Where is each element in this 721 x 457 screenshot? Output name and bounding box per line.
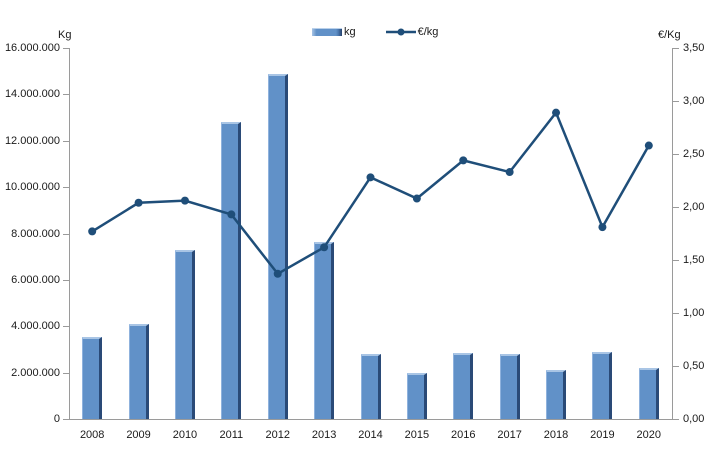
bar-2018 (546, 370, 567, 419)
y-axis-left-tick-label: 10.000.000 (4, 181, 60, 194)
y-axis-left-tick-label: 16.000.000 (4, 42, 60, 54)
line-point-2016 (459, 156, 468, 165)
legend-item-eur-per-kg: €/kg (385, 26, 439, 38)
y-axis-right-tick (673, 48, 679, 49)
bar-2016 (453, 352, 474, 419)
bar-2014 (360, 354, 381, 419)
line-series-swatch-icon (385, 28, 416, 36)
y-axis-right-tick (673, 101, 679, 102)
y-axis-left (69, 48, 70, 419)
y-axis-left-tick-label: 0 (53, 413, 60, 425)
y-axis-left-tick (63, 94, 69, 96)
y-axis-left-tick-label: 2.000.000 (11, 366, 60, 379)
x-axis-label-2013: 2013 (311, 429, 337, 441)
x-axis-label-2009: 2009 (126, 429, 151, 441)
x-axis-label-2011: 2011 (219, 429, 244, 441)
y-axis-left-tick-label: 4.000.000 (11, 320, 60, 333)
y-axis-right-tick-label: 3,50 (683, 42, 705, 54)
y-axis-left-tick (63, 326, 69, 328)
x-axis-label-2016: 2016 (451, 429, 476, 441)
y-axis-right (672, 48, 673, 419)
y-axis-right-tick (673, 419, 679, 420)
legend-label-eur-per-kg: €/kg (417, 26, 439, 38)
x-axis-label-2010: 2010 (172, 429, 198, 441)
y-axis-left-tick-label: 14.000.000 (4, 88, 60, 101)
bar-2010 (174, 249, 195, 419)
legend-item-kg: kg (312, 26, 356, 38)
y-axis-right-tick-label: 0,50 (683, 360, 705, 372)
y-axis-left-tick (63, 233, 69, 235)
right-axis-title: €/Kg (658, 29, 681, 41)
y-axis-right-tick-label: 3,00 (683, 95, 705, 107)
x-axis-label-2014: 2014 (358, 429, 383, 441)
y-axis-left-tick (63, 48, 69, 49)
y-axis-left-tick (63, 372, 69, 374)
y-axis-right-tick-label: 0,00 (683, 413, 705, 425)
y-axis-left-tick-label: 12.000.000 (4, 134, 60, 147)
y-axis-left-tick (63, 187, 69, 189)
bar-2019 (592, 351, 613, 419)
x-axis-label-2017: 2017 (497, 429, 522, 441)
y-axis-right-tick (673, 260, 679, 261)
bar-2020 (638, 367, 659, 419)
bar-2017 (499, 354, 520, 419)
bar-2013 (314, 241, 335, 419)
y-axis-right-tick-label: 2,00 (683, 201, 705, 213)
bar-2011 (221, 122, 242, 419)
x-axis-label-2018: 2018 (543, 429, 569, 441)
y-axis-right-tick (673, 154, 679, 155)
y-axis-right-tick-label: 1,50 (683, 254, 705, 266)
line-point-2008 (88, 227, 97, 236)
bar-series-swatch-icon (312, 28, 342, 36)
y-axis-right-tick (673, 207, 679, 208)
chart-legend: kg €/kg (312, 26, 438, 38)
line-point-2018 (552, 108, 561, 117)
legend-label-kg: kg (344, 26, 356, 38)
bar-2008 (82, 336, 103, 419)
line-point-2019 (598, 223, 607, 232)
y-axis-left-tick-label: 6.000.000 (11, 273, 60, 286)
line-point-2015 (412, 194, 421, 203)
line-point-2009 (134, 198, 143, 207)
left-axis-title: Kg (58, 29, 72, 41)
y-axis-right-tick (673, 313, 679, 314)
y-axis-left-tick (63, 279, 69, 281)
y-axis-right-tick-label: 1,00 (683, 307, 705, 319)
y-axis-left-tick-label: 8.000.000 (11, 227, 60, 240)
bar-2009 (128, 323, 149, 419)
x-axis-label-2008: 2008 (79, 429, 105, 441)
x-axis-label-2012: 2012 (265, 429, 290, 441)
y-axis-left-tick (63, 419, 69, 420)
y-axis-right-tick (673, 366, 679, 367)
line-point-2020 (644, 141, 653, 150)
x-axis-label-2019: 2019 (590, 429, 615, 441)
line-point-2010 (180, 196, 189, 205)
x-axis-label-2015: 2015 (404, 429, 430, 441)
bar-2015 (406, 372, 427, 419)
x-axis (69, 419, 673, 420)
line-point-2014 (366, 173, 375, 182)
y-axis-right-tick-label: 2,50 (683, 148, 705, 160)
line-point-2017 (505, 168, 514, 177)
y-axis-left-tick (63, 140, 69, 142)
x-axis-label-2020: 2020 (636, 429, 662, 441)
bar-2012 (267, 73, 288, 419)
